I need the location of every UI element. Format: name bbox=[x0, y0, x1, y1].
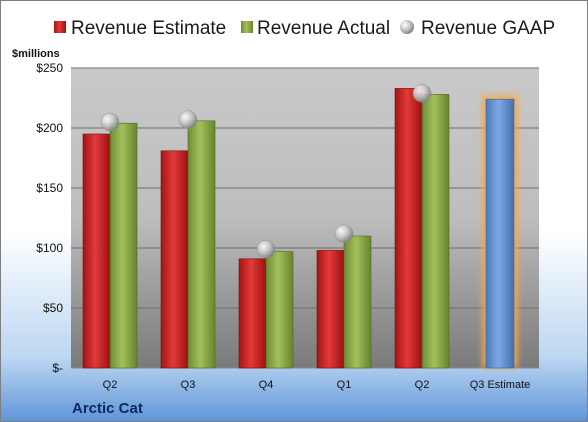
y-tick-label: $- bbox=[52, 361, 63, 375]
bar-revenue-estimate bbox=[82, 133, 111, 369]
legend-item-estimate: Revenue Estimate bbox=[54, 18, 226, 39]
bar-revenue-actual bbox=[109, 122, 138, 369]
bars bbox=[82, 88, 518, 369]
gridlines bbox=[71, 67, 539, 309]
company-name: Arctic Cat bbox=[72, 400, 143, 417]
legend-swatch-estimate bbox=[54, 21, 66, 33]
bar-revenue-estimate bbox=[316, 250, 345, 369]
marker-revenue-gaap bbox=[334, 224, 354, 243]
y-tick-label: $150 bbox=[36, 181, 63, 195]
x-tick-label: Q3 Estimate bbox=[470, 379, 531, 391]
legend-item-gaap: Revenue GAAP bbox=[400, 18, 555, 39]
legend-item-actual: Revenue Actual bbox=[241, 18, 390, 39]
bar-revenue-estimate bbox=[160, 150, 189, 369]
marker-revenue-gaap bbox=[178, 110, 198, 129]
bar-revenue-estimate bbox=[394, 88, 423, 369]
gaap-markers bbox=[100, 83, 432, 259]
plot-area bbox=[71, 68, 539, 368]
bar-revenue-actual bbox=[265, 251, 294, 369]
marker-revenue-gaap bbox=[256, 239, 276, 259]
y-axis-unit-label: $millions bbox=[12, 48, 60, 60]
x-tick-label: Q4 bbox=[259, 379, 274, 391]
x-tick-label: Q2 bbox=[415, 379, 430, 391]
legend-swatch-actual bbox=[241, 21, 253, 33]
legend: Revenue Estimate Revenue Actual Revenue … bbox=[54, 18, 555, 39]
y-tick-label: $200 bbox=[36, 121, 63, 135]
x-tick-label: Q2 bbox=[103, 379, 118, 391]
legend-label-estimate: Revenue Estimate bbox=[71, 18, 226, 39]
x-tick-label: Q3 bbox=[181, 379, 196, 391]
bar-revenue-actual bbox=[343, 235, 372, 369]
marker-revenue-gaap bbox=[100, 112, 120, 132]
y-tick-label: $50 bbox=[43, 301, 63, 315]
bar-revenue-actual bbox=[187, 120, 216, 369]
y-tick-label: $100 bbox=[36, 241, 63, 255]
y-axis: $- $50 $100 $150 $200 $250 bbox=[36, 61, 539, 375]
bar-revenue-estimate bbox=[238, 258, 267, 369]
legend-label-actual: Revenue Actual bbox=[257, 18, 390, 39]
legend-marker-gaap bbox=[400, 20, 414, 34]
x-axis: Q2 Q3 Q4 Q1 Q2 Q3 Estimate bbox=[103, 379, 531, 391]
bar-revenue-actual bbox=[421, 94, 450, 369]
x-tick-label: Q1 bbox=[337, 379, 352, 391]
legend-label-gaap: Revenue GAAP bbox=[421, 18, 555, 39]
bar-q3-estimate bbox=[485, 98, 515, 369]
y-tick-label: $250 bbox=[36, 61, 63, 75]
marker-revenue-gaap bbox=[412, 83, 432, 103]
